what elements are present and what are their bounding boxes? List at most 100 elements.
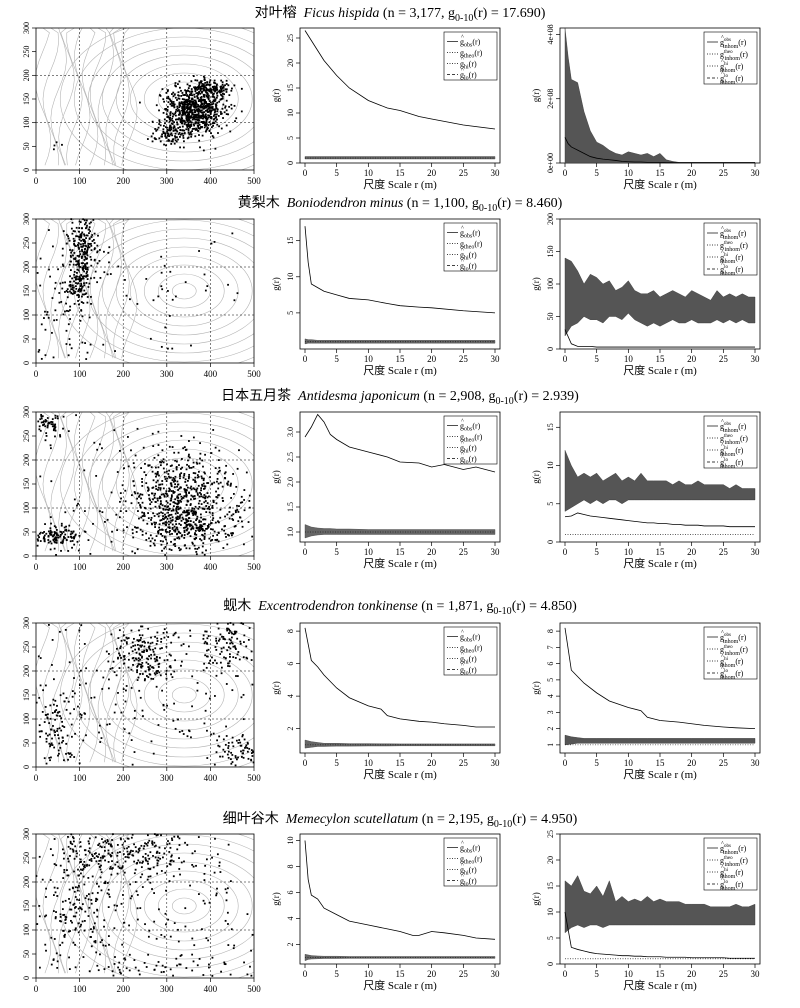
g-subscript: 0-10 — [455, 12, 474, 24]
legend-entry: gobs(r) — [460, 38, 481, 49]
tree-points — [36, 218, 239, 360]
x-tick-label: 400 — [204, 773, 218, 783]
x-tick-label: 5 — [594, 969, 599, 979]
hat-mark: ^ — [721, 262, 724, 268]
legend-entry: ghi(r) — [460, 655, 477, 666]
legend-entry: gtheo(r) — [460, 644, 483, 655]
g-value: (r) = 4.850 — [511, 599, 573, 614]
plot-grid — [36, 623, 254, 767]
pcf-chart-3: 0 5 10 15 20 25 30 1.0 1.5 2.0 2.5 3.0 g(r) 尺度 Scale … — [271, 411, 501, 570]
x-tick-label: 400 — [204, 984, 218, 994]
x-tick-label: 15 — [656, 354, 666, 364]
legend-entry: gobs inhom(r) — [720, 633, 747, 645]
x-tick-label: 30 — [751, 354, 761, 364]
legend-entry: gtheo(r) — [460, 49, 483, 60]
x-tick-label: 15 — [396, 547, 406, 557]
hat-mark: ^ — [461, 630, 464, 636]
hat-mark: ^ — [461, 35, 464, 41]
legend-entry: glo inhom(r) — [720, 265, 744, 277]
y-tick-label: 100 — [22, 924, 31, 936]
x-tick-label: 0 — [303, 168, 308, 178]
x-tick-label: 10 — [364, 969, 374, 979]
y-tick-label: 50 — [22, 142, 31, 150]
x-tick-label: 20 — [687, 547, 697, 557]
hat-mark: ^ — [461, 863, 464, 869]
obs-line — [304, 30, 496, 130]
y-tick-label: 0 — [22, 976, 31, 980]
x-tick-label: 20 — [427, 969, 437, 979]
legend-entry: gtheo(r) — [460, 855, 483, 866]
y-tick-label: 50 — [22, 335, 31, 343]
y-tick-label: 5 — [286, 311, 295, 315]
obs-line — [564, 627, 756, 730]
legend-entry: glo inhom(r) — [720, 74, 744, 86]
y-tick-label: 1.0 — [286, 527, 295, 537]
y-tick-label: 250 — [22, 430, 31, 442]
y-tick-label: 200 — [546, 213, 555, 225]
hat-mark: ^ — [721, 443, 724, 449]
y-tick-label: 200 — [22, 261, 31, 273]
hat-mark: ^ — [721, 250, 724, 256]
x-tick-label: 10 — [624, 969, 634, 979]
tree-points — [36, 413, 254, 557]
y-tick-label: 4 — [546, 694, 555, 698]
x-axis-label: 尺度 Scale r (m) — [623, 556, 697, 570]
pcf-chart-4: 0 5 10 15 20 25 30 2 4 6 8 g(r) 尺度 Scale r (m) gobs(r… — [271, 622, 501, 781]
x-tick-label: 30 — [751, 758, 761, 768]
legend: gobs inhom(r)^gtheo inhom(r)ghi inhom(r)^gl… — [703, 222, 758, 277]
y-tick-label: 0 — [546, 540, 555, 544]
row-title-2: 黄梨木 Boniodendron minus (n = 1,100, g0-10… — [237, 196, 563, 214]
hat-mark: ^ — [721, 226, 724, 232]
x-axis-label: 尺度 Scale r (m) — [363, 767, 437, 781]
x-tick-label: 100 — [73, 773, 87, 783]
point-map-3: 0 100 200 300 400 500 0 50 100 150 200 250 300 — [22, 406, 261, 572]
hat-mark: ^ — [721, 71, 724, 77]
y-tick-label: 150 — [22, 93, 31, 105]
x-tick-label: 20 — [687, 168, 697, 178]
inhom-pcf-chart-1: 0 5 10 15 20 25 30 0e+00 2e+08 4e+08 g(r) 尺度 Scale … — [531, 24, 761, 191]
x-tick-label: 300 — [160, 984, 174, 994]
y-tick-label: 150 — [22, 900, 31, 912]
species-zh-name: 黄梨木 — [237, 196, 280, 211]
y-axis-label: g(r) — [531, 277, 541, 291]
y-tick-label: 2 — [286, 727, 295, 731]
x-tick-label: 20 — [687, 354, 697, 364]
legend-entry: ghi(r) — [460, 60, 477, 71]
legend-entry: ghi(r) — [460, 251, 477, 262]
g-subscript: 0-10 — [478, 202, 498, 214]
y-tick-label: 15 — [286, 84, 295, 92]
legend-entry: glo(r) — [460, 877, 477, 888]
x-tick-label: 10 — [364, 547, 374, 557]
y-tick-label: 0 — [546, 962, 555, 966]
legend-entry: ghi(r) — [460, 444, 477, 455]
species-latin-name: Antidesma japonicum — [298, 389, 420, 404]
x-axis-label: 尺度 Scale r (m) — [623, 978, 697, 992]
g-value: (r) = 4.950 — [512, 812, 573, 827]
g-value: (r) = 2.939 — [513, 389, 575, 404]
sample-size: n = 3,177 — [387, 6, 441, 21]
plot-grid — [36, 28, 254, 170]
envelope-band — [304, 338, 496, 345]
x-tick-label: 10 — [624, 547, 634, 557]
y-tick-label: 2 — [546, 727, 555, 731]
y-tick-label: 0 — [22, 554, 31, 558]
x-tick-label: 300 — [160, 369, 174, 379]
x-tick-label: 100 — [73, 562, 87, 572]
x-tick-label: 30 — [751, 547, 761, 557]
point-map-4: 0 100 200 300 400 500 0 50 100 150 200 250 300 — [22, 617, 261, 783]
y-tick-label: 100 — [22, 309, 31, 321]
y-tick-label: 300 — [22, 617, 31, 629]
y-tick-label: 10 — [546, 462, 555, 470]
y-tick-label: 150 — [22, 478, 31, 490]
topography-contours — [36, 28, 254, 170]
x-tick-label: 5 — [334, 547, 339, 557]
topography-contours — [36, 834, 254, 978]
x-tick-label: 0 — [563, 354, 568, 364]
y-tick-label: 3.0 — [286, 427, 295, 437]
x-tick-label: 500 — [247, 562, 261, 572]
y-tick-label: 7 — [546, 645, 555, 649]
y-tick-label: 5 — [546, 678, 555, 682]
row-title-4: 蚬木 Excentrodendron tonkinense (n = 1,871… — [223, 599, 577, 617]
x-tick-label: 0 — [34, 176, 39, 186]
hat-mark: ^ — [721, 59, 724, 65]
